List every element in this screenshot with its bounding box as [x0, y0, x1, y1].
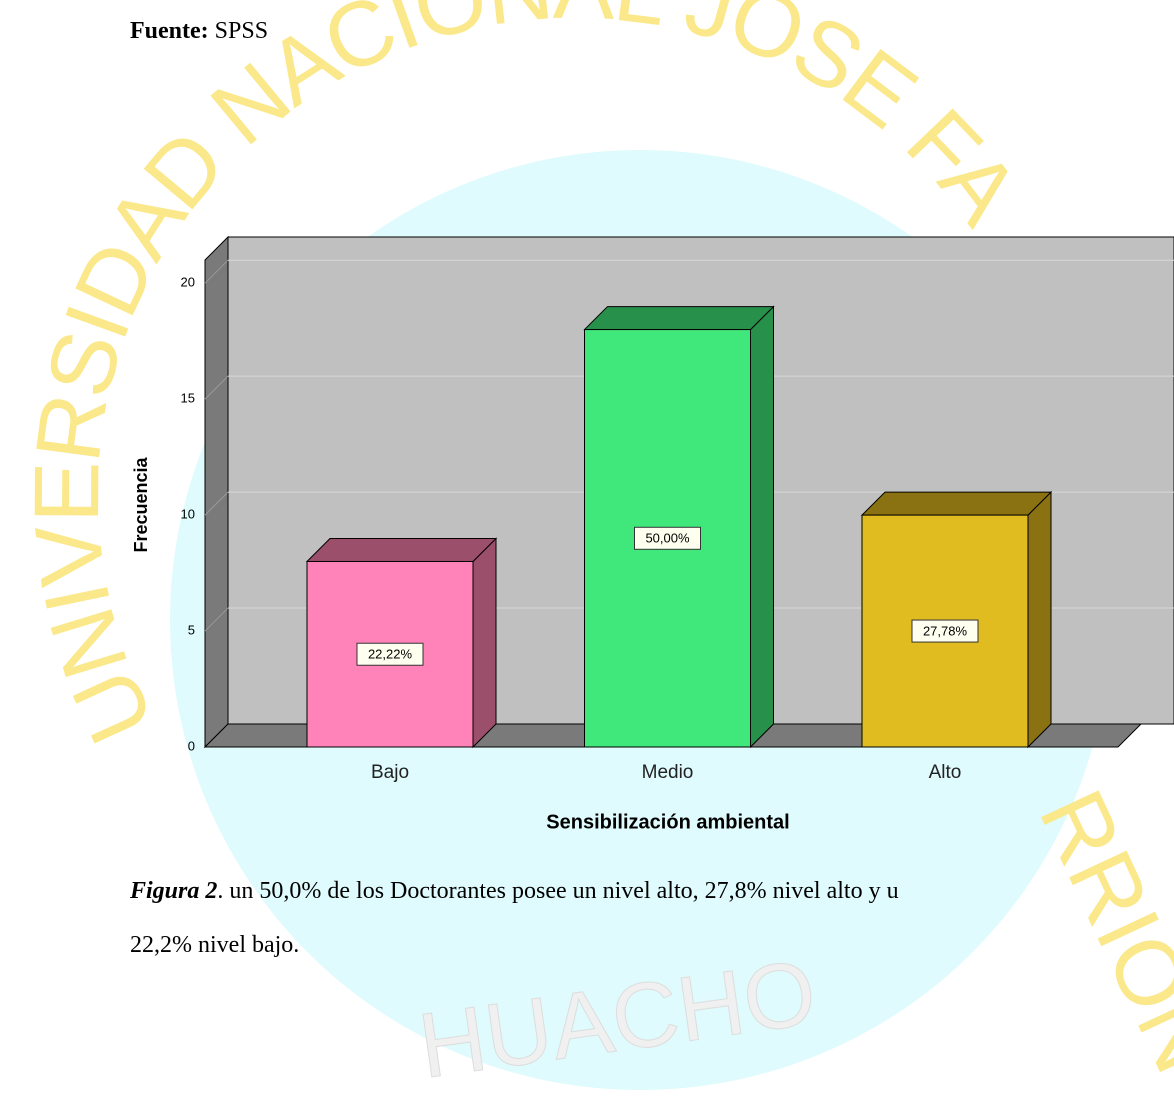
x-tick-label: Bajo [371, 762, 409, 783]
y-tick-label: 0 [188, 738, 195, 753]
source: Fuente: SPSS [130, 18, 268, 45]
watermark-right: RRION [1020, 776, 1174, 1088]
grid-line [204, 607, 229, 632]
x-tick-label: Alto [929, 762, 962, 783]
data-label-box [634, 526, 701, 550]
y-tick-label: 10 [181, 507, 195, 522]
y-tick-label: 15 [181, 391, 195, 406]
data-label: 27,78% [923, 623, 968, 638]
bar-top [860, 491, 1053, 516]
data-label: 50,00% [645, 531, 690, 546]
bar-side [750, 305, 774, 749]
x-axis-title: Sensibilización ambiental [546, 811, 789, 833]
caption-line: 22,2% nivel bajo. [130, 932, 300, 958]
y-tick-label: 20 [181, 275, 195, 290]
grid-line [204, 375, 229, 400]
data-label-box [911, 619, 979, 643]
source-text: SPSS [214, 18, 269, 44]
data-label-box [356, 642, 424, 666]
bar-top [305, 537, 498, 562]
caption-label: Figura 2 [130, 878, 218, 904]
side-wall [204, 235, 229, 749]
caption-text: . un 50,0% de los Doctorantes posee un n… [217, 878, 899, 904]
y-axis-title: Frecuencia [131, 456, 151, 552]
bar [584, 329, 751, 748]
x-tick-label: Medio [642, 762, 694, 783]
caption-line: Figura 2. un 50,0% de los Doctorantes po… [130, 878, 899, 905]
bar-side [472, 537, 497, 749]
source-label: Fuente: [130, 18, 209, 44]
grid-line [204, 491, 229, 516]
y-tick-label: 5 [188, 622, 195, 637]
bar-side [1027, 490, 1052, 749]
bar-top [583, 306, 775, 331]
data-label: 22,22% [368, 647, 413, 662]
grid-line [204, 259, 229, 284]
